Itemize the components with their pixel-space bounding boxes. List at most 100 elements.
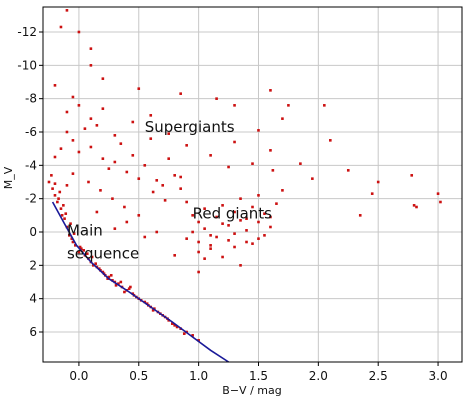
data-point bbox=[119, 142, 123, 145]
data-point bbox=[125, 220, 129, 224]
data-point bbox=[143, 164, 147, 167]
data-point bbox=[137, 214, 141, 217]
y-tick-label: -2 bbox=[25, 192, 37, 206]
y-tick-label: -8 bbox=[25, 92, 37, 106]
data-point bbox=[179, 92, 182, 95]
data-point bbox=[197, 240, 200, 244]
data-point bbox=[215, 215, 218, 219]
data-point bbox=[125, 170, 129, 174]
data-point bbox=[89, 145, 93, 149]
data-point bbox=[131, 154, 135, 157]
data-point bbox=[114, 284, 118, 287]
data-point bbox=[47, 180, 51, 184]
data-point bbox=[175, 325, 179, 329]
data-point bbox=[412, 204, 416, 207]
y-tick-label: 2 bbox=[29, 258, 37, 272]
data-point bbox=[137, 177, 141, 180]
data-point bbox=[131, 120, 135, 124]
data-point bbox=[173, 324, 176, 327]
data-point bbox=[257, 129, 260, 132]
data-point bbox=[287, 104, 290, 107]
data-point bbox=[269, 215, 272, 219]
x-tick-label: 0.0 bbox=[69, 369, 88, 383]
data-point bbox=[53, 84, 57, 87]
data-point bbox=[113, 134, 117, 137]
data-point bbox=[269, 225, 272, 229]
data-point bbox=[87, 180, 90, 184]
data-point bbox=[99, 189, 102, 192]
data-point bbox=[203, 227, 206, 230]
data-point bbox=[161, 184, 165, 187]
data-point bbox=[185, 144, 188, 147]
data-point bbox=[179, 187, 182, 190]
data-point bbox=[233, 140, 236, 144]
data-point bbox=[439, 200, 442, 204]
data-point bbox=[245, 217, 248, 220]
data-point bbox=[376, 180, 380, 184]
data-point bbox=[185, 237, 188, 240]
data-point bbox=[323, 104, 326, 107]
data-point bbox=[155, 230, 159, 234]
data-point bbox=[68, 234, 71, 237]
data-point bbox=[53, 155, 57, 159]
data-point bbox=[94, 262, 97, 265]
x-tick-label: 1.5 bbox=[249, 369, 268, 383]
data-point bbox=[269, 89, 272, 92]
data-point bbox=[72, 232, 76, 235]
data-point bbox=[221, 204, 224, 207]
data-point bbox=[209, 154, 212, 157]
data-point bbox=[263, 212, 266, 215]
data-point bbox=[329, 139, 332, 142]
data-point bbox=[275, 202, 278, 205]
x-tick-label: 2.0 bbox=[309, 369, 328, 383]
data-point bbox=[233, 232, 236, 235]
region-labels: Supergiants Red giants Main sequence bbox=[67, 118, 272, 263]
data-point bbox=[269, 149, 272, 152]
data-point bbox=[95, 210, 99, 214]
data-point bbox=[101, 77, 105, 80]
data-point bbox=[91, 264, 95, 267]
x-tick-label: 2.5 bbox=[369, 369, 388, 383]
x-tick-label: 3.0 bbox=[429, 369, 448, 383]
data-point bbox=[59, 25, 63, 29]
data-point bbox=[97, 267, 101, 270]
data-point bbox=[263, 234, 266, 237]
data-point bbox=[415, 205, 418, 209]
data-point bbox=[74, 244, 77, 247]
data-point bbox=[245, 229, 248, 232]
data-point bbox=[101, 270, 105, 274]
data-point bbox=[185, 200, 188, 204]
data-point bbox=[215, 97, 218, 100]
data-point bbox=[80, 247, 83, 250]
data-point bbox=[311, 177, 314, 180]
red-giants-label: Red giants bbox=[193, 205, 273, 223]
data-point bbox=[89, 117, 93, 120]
data-point bbox=[149, 137, 153, 140]
data-point bbox=[56, 200, 59, 204]
data-point bbox=[163, 199, 167, 202]
data-point bbox=[233, 210, 236, 214]
data-point bbox=[71, 240, 75, 244]
data-point bbox=[257, 220, 260, 224]
data-point bbox=[227, 165, 230, 169]
data-point bbox=[179, 175, 182, 179]
data-point bbox=[221, 222, 224, 225]
data-point bbox=[436, 192, 440, 195]
data-point bbox=[251, 162, 254, 165]
data-point bbox=[191, 230, 194, 234]
data-point bbox=[143, 235, 147, 239]
data-point bbox=[170, 322, 174, 325]
data-point bbox=[101, 157, 105, 160]
data-point bbox=[89, 64, 93, 67]
y-tick-label: -12 bbox=[17, 25, 37, 39]
data-point bbox=[50, 174, 53, 177]
data-point bbox=[191, 214, 194, 217]
data-point bbox=[89, 47, 93, 50]
data-point bbox=[90, 255, 94, 259]
data-point bbox=[233, 104, 236, 107]
data-point bbox=[197, 250, 200, 254]
data-point bbox=[221, 255, 224, 259]
data-point bbox=[245, 240, 248, 244]
data-point bbox=[239, 219, 242, 222]
